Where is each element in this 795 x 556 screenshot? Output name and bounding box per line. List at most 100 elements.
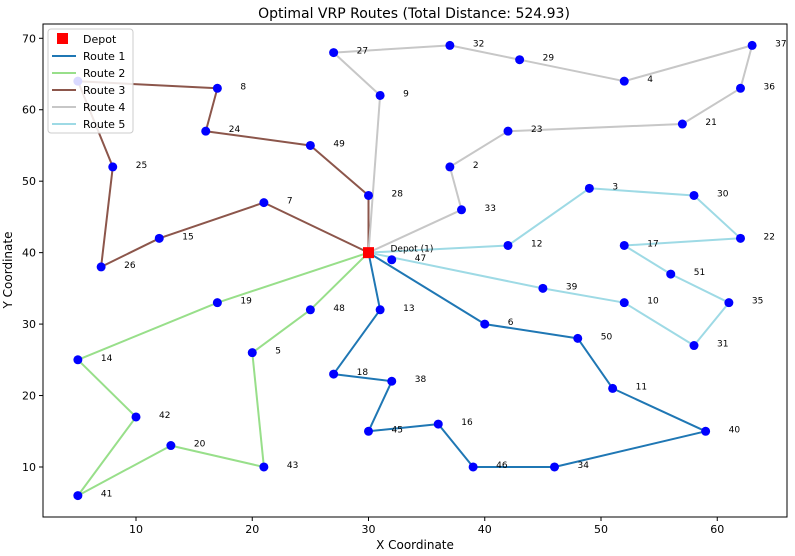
- point-label: 22: [764, 232, 775, 242]
- point-label: 19: [240, 297, 252, 307]
- point-label: 48: [333, 304, 345, 314]
- route-line-1: [332, 251, 707, 468]
- customer-point: [666, 269, 676, 279]
- customer-point: [305, 140, 315, 150]
- customer-point: [375, 305, 385, 315]
- point-label: 15: [182, 232, 193, 242]
- customer-point: [538, 283, 548, 293]
- point-label: 16: [461, 418, 473, 428]
- customer-point: [387, 255, 397, 265]
- customer-point: [108, 162, 118, 172]
- points-layer: [73, 40, 757, 501]
- customer-point: [736, 83, 745, 93]
- customer-point: [677, 119, 687, 129]
- customer-point: [259, 198, 269, 208]
- point-label: 2: [473, 161, 479, 171]
- point-label: 28: [392, 189, 404, 199]
- point-label: 42: [159, 411, 170, 421]
- point-label: 20: [194, 440, 206, 450]
- customer-point: [584, 183, 594, 193]
- point-label: 27: [357, 47, 368, 57]
- point-label: 3: [612, 182, 618, 192]
- point-label: 51: [694, 268, 705, 278]
- customer-point: [736, 233, 745, 243]
- point-label: 21: [705, 118, 716, 128]
- legend-label: Route 4: [83, 101, 125, 114]
- customer-point: [724, 298, 734, 308]
- customer-point: [433, 419, 443, 429]
- point-label: 45: [392, 425, 403, 435]
- legend-label: Route 1: [83, 50, 125, 63]
- legend-label: Route 2: [83, 67, 125, 80]
- point-label: 40: [729, 425, 741, 435]
- point-label: 14: [101, 354, 113, 364]
- point-label: 24: [229, 125, 241, 135]
- legend-label: Route 3: [83, 84, 125, 97]
- customer-point: [701, 426, 711, 436]
- point-label: 47: [415, 254, 426, 264]
- legend-label: Route 5: [83, 118, 125, 131]
- y-tick-label: 60: [22, 104, 36, 117]
- customer-point: [445, 40, 455, 50]
- customer-point: [503, 126, 513, 136]
- customer-point: [515, 55, 525, 65]
- point-label: 34: [578, 461, 590, 471]
- customer-point: [689, 190, 699, 200]
- customer-point: [689, 341, 699, 351]
- x-tick-label: 50: [594, 523, 608, 536]
- depot-label: Depot (1): [391, 245, 434, 255]
- customer-point: [619, 298, 629, 308]
- point-label: 25: [136, 161, 147, 171]
- customer-point: [154, 233, 164, 243]
- x-tick-label: 10: [129, 523, 143, 536]
- customer-point: [619, 76, 629, 86]
- customer-point: [503, 240, 513, 250]
- customer-point: [247, 348, 257, 358]
- y-axis-label: Y Coordinate: [1, 232, 15, 310]
- x-tick-label: 40: [478, 523, 492, 536]
- point-label: 7: [287, 197, 293, 207]
- point-label: 26: [124, 261, 136, 271]
- customer-point: [387, 376, 397, 386]
- customer-point: [73, 491, 83, 501]
- x-tick-label: 20: [245, 523, 259, 536]
- y-tick-label: 30: [22, 318, 36, 331]
- y-tick-label: 70: [22, 32, 36, 45]
- point-label: 38: [415, 375, 427, 385]
- point-label: 31: [717, 340, 728, 350]
- customer-point: [468, 462, 478, 472]
- depot-marker: [363, 247, 374, 259]
- point-label: 11: [636, 382, 647, 392]
- route-line-5: [368, 187, 742, 347]
- y-tick-label: 40: [22, 247, 36, 260]
- customer-point: [259, 462, 269, 472]
- customer-point: [573, 333, 583, 343]
- y-tick-label: 50: [22, 175, 36, 188]
- point-label: 5: [275, 347, 281, 357]
- route-line-2: [76, 251, 370, 497]
- customer-point: [445, 162, 455, 172]
- point-label: 32: [473, 39, 484, 49]
- point-label: 33: [485, 204, 496, 214]
- point-label: 17: [647, 239, 658, 249]
- point-label: 43: [287, 461, 298, 471]
- customer-point: [166, 441, 176, 451]
- customer-point: [131, 412, 141, 422]
- point-label: 23: [531, 125, 542, 135]
- customer-point: [96, 262, 106, 272]
- chart-title: Optimal VRP Routes (Total Distance: 524.…: [258, 6, 570, 22]
- x-tick-label: 60: [710, 523, 724, 536]
- y-tick-label: 20: [22, 390, 36, 403]
- routes-layer: [76, 44, 754, 497]
- point-label: 46: [496, 461, 508, 471]
- customer-point: [73, 355, 83, 365]
- customer-point: [305, 305, 315, 315]
- point-labels-layer: 2345678910111213141516171819202122232425…: [101, 39, 787, 499]
- legend-label: Depot: [83, 33, 117, 46]
- point-label: 18: [357, 368, 369, 378]
- customer-point: [480, 319, 490, 329]
- customer-point: [375, 90, 385, 100]
- customer-point: [201, 126, 211, 136]
- plot-frame: [42, 23, 788, 518]
